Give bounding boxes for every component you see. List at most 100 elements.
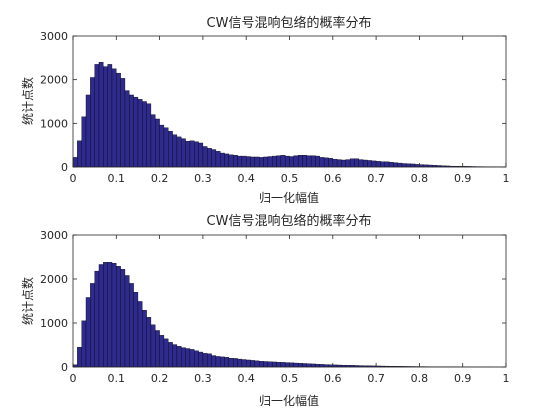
histogram-bar [297,363,303,368]
histogram-bar [111,262,117,368]
histogram-bar [228,154,234,168]
x-tick-label: 0.2 [151,372,169,385]
histogram-bar [233,155,238,168]
x-tick-label: 0.4 [237,172,255,185]
x-tick-label: 0.3 [194,172,212,185]
histogram-bar [397,162,403,168]
y-axis-label: 统计点数 [20,77,35,125]
histogram-bar [306,363,312,368]
histogram-bar [315,155,320,168]
histogram-bar [98,62,104,168]
histogram-bar [297,155,303,168]
histogram-bar [354,158,359,168]
y-tick-label: 1000 [40,117,68,130]
x-tick-label: 0.5 [281,372,299,385]
histogram-bar [120,78,126,168]
histogram-bar [302,155,307,168]
histogram-bar [103,66,108,168]
histogram-bar [150,114,156,168]
histogram-bar [280,362,286,368]
histogram-bar [220,152,225,168]
histogram-bar [246,156,251,168]
histogram-bar [336,159,342,168]
histogram-bar [384,161,390,168]
x-tick-label: 0.6 [324,172,342,185]
histogram-bar [302,363,307,368]
histogram-bar [332,158,338,168]
histogram-bar [276,361,282,368]
histogram-bar [72,157,78,168]
histogram-bar [150,324,156,368]
chart-title: CW信号混响包络的概率分布 [207,213,372,229]
histogram-bar [181,347,186,368]
histogram-bar [319,157,325,168]
histogram-bar [267,361,273,368]
histogram-bar [107,262,113,368]
histogram-bar [107,64,113,168]
histogram-bar [345,159,351,168]
histogram-bar [198,142,204,168]
histogram-bar [289,156,295,168]
histogram-bar [176,136,182,168]
histogram-bar [142,101,147,168]
histogram-bar [380,161,385,168]
histogram-bar [215,151,221,168]
histogram-bar [276,155,282,168]
histogram-bar [202,146,208,168]
histogram-bar [215,356,221,368]
histogram-bar [98,264,104,368]
histogram-bar [388,162,394,168]
histogram-bar [77,140,82,168]
histogram-bar [198,351,204,368]
y-tick-label: 3000 [40,30,68,43]
x-tick-label: 0.7 [367,372,385,385]
x-tick-label: 0 [70,172,77,185]
x-tick-label: 0.5 [281,172,299,185]
histogram-bar [168,342,173,368]
x-tick-label: 0.1 [108,372,126,385]
histogram-bar [185,141,191,168]
histogram-bar [172,134,178,168]
chart-top: CW信号混响包络的概率分布 0 1000 2000 3000 0 0.1 0.2 0.3 0.… [20,15,510,205]
histogram-bar [367,160,372,168]
histogram-bar [155,330,160,368]
y-ticks: 0 1000 2000 3000 [40,229,506,374]
histogram-bar [81,116,87,168]
chart-title: CW信号混响包络的概率分布 [207,15,372,31]
histogram-bar [90,283,95,368]
bars [72,262,507,368]
x-tick-label: 0 [70,372,77,385]
histogram-bar [194,350,199,368]
histogram-bar [250,156,256,168]
histogram-bar [306,155,312,168]
histogram-bar [163,338,169,368]
x-tick-label: 0.9 [454,172,472,185]
histogram-bar [94,270,100,368]
histogram-bar [133,96,139,168]
histogram-bar [358,159,364,168]
y-tick-label: 0 [61,161,68,174]
histogram-bar [137,301,143,368]
x-tick-label: 0.2 [151,172,169,185]
histogram-bar [250,360,256,368]
y-axis-label: 统计点数 [20,277,35,325]
histogram-bar [181,138,186,168]
histogram-bar [259,157,264,168]
y-tick-label: 2000 [40,74,68,87]
histogram-bar [371,160,377,168]
histogram-bar [142,310,147,368]
x-axis-label: 归一化幅值 [259,190,319,205]
histogram-bar [194,141,199,168]
histogram-bar [176,346,182,368]
histogram-bar [237,155,243,168]
histogram-bar [293,155,299,168]
histogram-bar [224,153,230,168]
y-ticks: 0 1000 2000 3000 [40,30,506,174]
histogram-bar [172,344,178,368]
histogram-bar [241,359,247,368]
histogram-bar [272,155,277,168]
y-tick-label: 0 [61,361,68,374]
histogram-bar [207,148,212,168]
histogram-bar [90,77,95,168]
